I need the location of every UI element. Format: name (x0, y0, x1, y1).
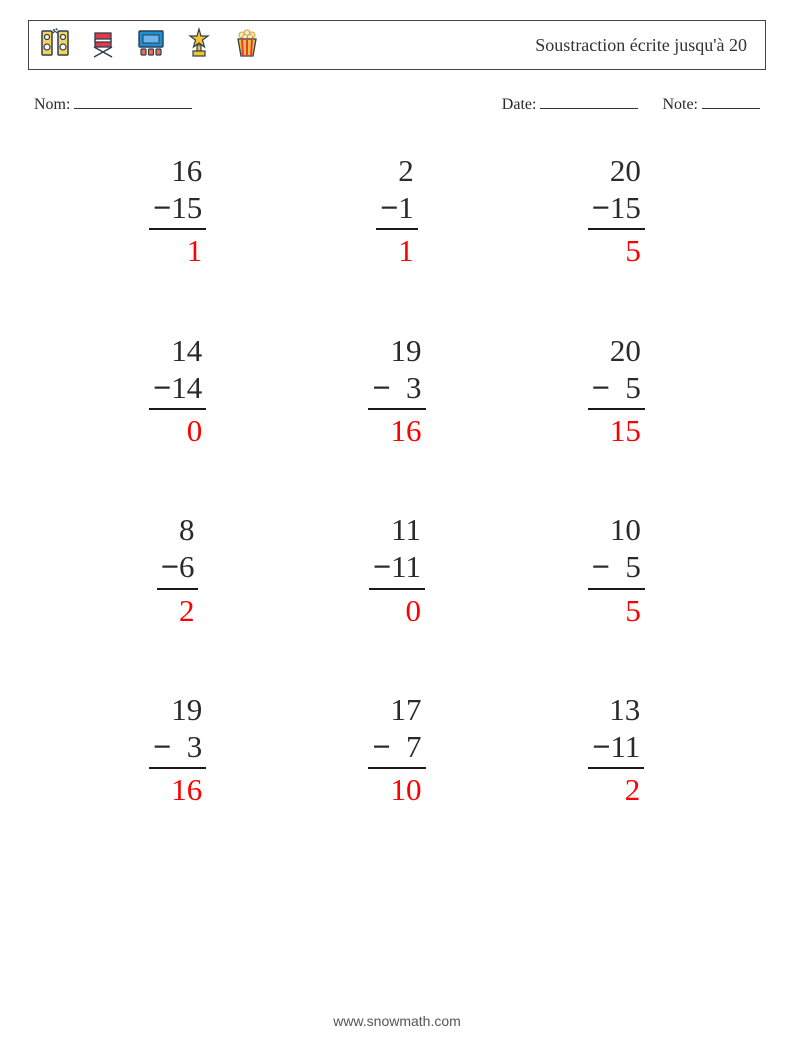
answer: 1 (376, 230, 418, 269)
minuend: 2 (376, 152, 418, 189)
problem-inner: 20−155 (588, 152, 645, 270)
cinema-screen-icon (135, 27, 167, 64)
name-label: Nom: (34, 96, 70, 114)
date-blank[interactable] (540, 94, 638, 109)
problem-inner: 16−151 (149, 152, 206, 270)
trophy-icon (183, 27, 215, 64)
answer: 5 (588, 230, 645, 269)
subtrahend-line: −14 (149, 369, 206, 410)
date-label: Date: (502, 96, 537, 114)
answer: 2 (588, 769, 644, 808)
subtrahend-line: −6 (157, 548, 199, 589)
answer: 5 (588, 590, 645, 629)
problem: 14−140 (68, 332, 287, 450)
answer: 10 (368, 769, 425, 808)
note-blank[interactable] (702, 94, 760, 109)
popcorn-icon (231, 27, 263, 64)
problem: 8−62 (68, 511, 287, 629)
answer: 0 (149, 410, 206, 449)
problem: 11−110 (287, 511, 506, 629)
worksheet-title: Soustraction écrite jusqu'à 20 (535, 35, 747, 56)
subtrahend-line: −11 (369, 548, 425, 589)
date-note-group: Date: Note: (502, 94, 760, 114)
worksheet-page: Soustraction écrite jusqu'à 20 Nom: Date… (0, 0, 794, 1053)
subtrahend-line: − 3 (149, 728, 206, 769)
problem: 17− 710 (287, 691, 506, 809)
problem: 19− 316 (68, 691, 287, 809)
problem-inner: 8−62 (157, 511, 199, 629)
problem-inner: 10− 55 (588, 511, 645, 629)
minuend: 17 (368, 691, 425, 728)
minuend: 8 (157, 511, 199, 548)
problem: 2−11 (287, 152, 506, 270)
minuend: 19 (149, 691, 206, 728)
name-field: Nom: (34, 94, 192, 114)
answer: 15 (588, 410, 645, 449)
subtrahend-line: −15 (149, 189, 206, 230)
minuend: 19 (368, 332, 425, 369)
subtrahend-line: − 5 (588, 369, 645, 410)
subtrahend-line: − 3 (368, 369, 425, 410)
minuend: 10 (588, 511, 645, 548)
problem: 16−151 (68, 152, 287, 270)
problem: 19− 316 (287, 332, 506, 450)
footer-url: www.snowmath.com (0, 1013, 794, 1029)
note-label: Note: (662, 96, 698, 114)
minuend: 14 (149, 332, 206, 369)
problem-inner: 17− 710 (368, 691, 425, 809)
subtrahend-line: − 7 (368, 728, 425, 769)
problem: 13−112 (507, 691, 726, 809)
minuend: 11 (369, 511, 425, 548)
subtrahend-line: − 5 (588, 548, 645, 589)
problem-inner: 11−110 (369, 511, 425, 629)
problem-inner: 2−11 (376, 152, 418, 270)
meta-row: Nom: Date: Note: (28, 94, 766, 114)
problem: 20−155 (507, 152, 726, 270)
subtrahend-line: −11 (588, 728, 644, 769)
problem-inner: 13−112 (588, 691, 644, 809)
answer: 16 (149, 769, 206, 808)
problem-inner: 19− 316 (149, 691, 206, 809)
answer: 2 (157, 590, 199, 629)
problem-grid: 16−1512−1120−15514−14019− 31620− 5158−62… (28, 152, 766, 808)
director-chair-icon (87, 27, 119, 64)
subtrahend-line: −15 (588, 189, 645, 230)
minuend: 16 (149, 152, 206, 189)
answer: 16 (368, 410, 425, 449)
speakers-icon (39, 27, 71, 64)
subtrahend-line: −1 (376, 189, 418, 230)
problem-inner: 14−140 (149, 332, 206, 450)
minuend: 20 (588, 332, 645, 369)
name-blank[interactable] (74, 94, 192, 109)
problem: 20− 515 (507, 332, 726, 450)
answer: 1 (149, 230, 206, 269)
answer: 0 (369, 590, 425, 629)
minuend: 20 (588, 152, 645, 189)
problem-inner: 19− 316 (368, 332, 425, 450)
header-box: Soustraction écrite jusqu'à 20 (28, 20, 766, 70)
header-icons (39, 27, 263, 64)
minuend: 13 (588, 691, 644, 728)
problem-inner: 20− 515 (588, 332, 645, 450)
problem: 10− 55 (507, 511, 726, 629)
